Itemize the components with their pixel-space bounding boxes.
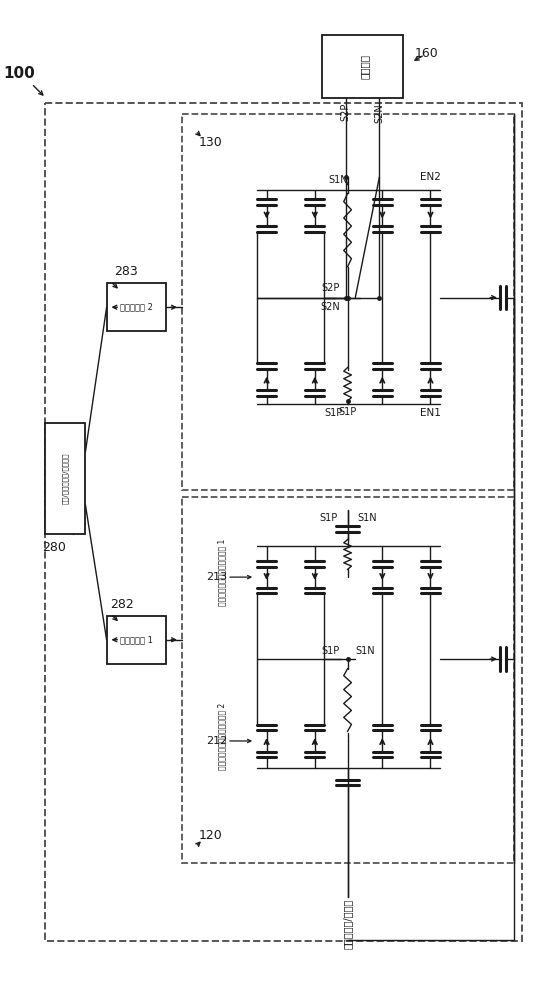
Text: 线性金属氧化物半导体电阵器 2: 线性金属氧化物半导体电阵器 2 [217,703,226,770]
Text: 160: 160 [415,47,439,60]
Bar [322,35,403,98]
Text: S1P: S1P [320,513,338,523]
Bar [45,423,86,534]
Bar [182,497,514,863]
Text: S1P: S1P [324,408,342,418]
Text: 来自合成器/混频器: 来自合成器/混频器 [342,899,353,949]
Text: 低平调节器 2: 低平调节器 2 [120,303,153,312]
Text: 直流/直流转换器/低平准器: 直流/直流转换器/低平准器 [62,453,68,504]
Text: S2P: S2P [322,283,340,293]
Text: 212: 212 [206,736,227,746]
Text: 280: 280 [42,541,66,554]
Text: S2N: S2N [320,302,340,312]
Text: 120: 120 [199,829,223,842]
Text: S2P: S2P [341,103,350,121]
Text: 213: 213 [206,572,227,582]
Text: S1N: S1N [328,175,348,185]
Bar [182,114,514,490]
Text: S1P: S1P [322,646,340,656]
Text: S2N: S2N [374,103,384,123]
Text: 283: 283 [114,265,138,278]
Text: S1N: S1N [355,646,375,656]
Bar [45,103,522,941]
Text: 低平调节器 1: 低平调节器 1 [120,635,153,644]
Text: 282: 282 [110,598,134,611]
Text: 匹配网络: 匹配网络 [360,54,370,79]
Text: S1N: S1N [357,513,377,523]
Text: 100: 100 [4,66,35,81]
Bar [106,616,166,664]
Text: EN2: EN2 [420,172,441,182]
Text: EN1: EN1 [420,408,441,418]
Text: 130: 130 [199,136,223,149]
Text: S1P: S1P [339,407,357,417]
Text: 线性金属氧化物半导体电阵器 1: 线性金属氧化物半导体电阵器 1 [217,539,226,606]
Bar [106,283,166,331]
